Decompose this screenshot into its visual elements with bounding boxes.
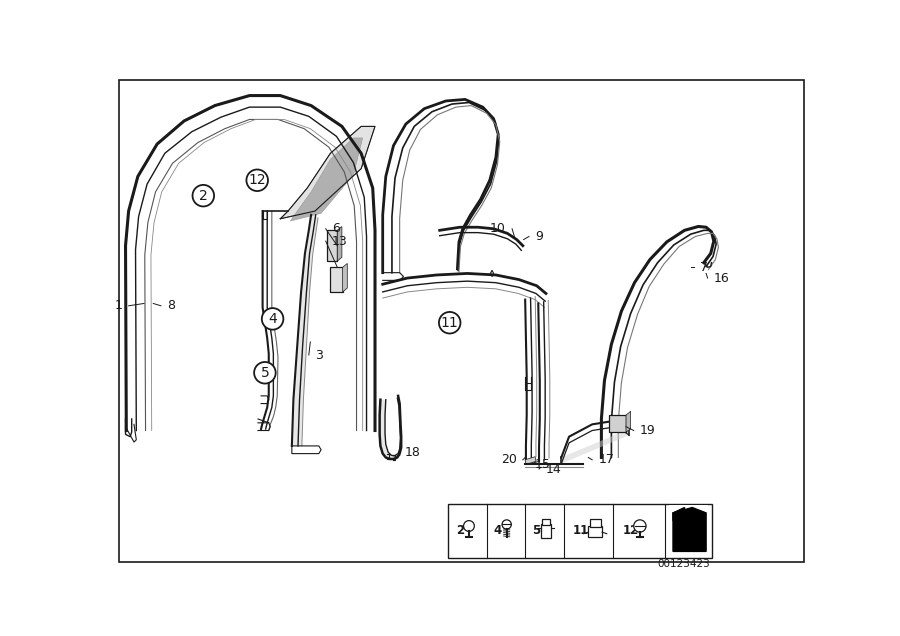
Text: 17: 17 <box>598 453 614 466</box>
Polygon shape <box>526 457 536 464</box>
Text: 16: 16 <box>714 272 730 284</box>
Text: 9: 9 <box>536 230 543 243</box>
Text: 5: 5 <box>532 524 540 537</box>
Polygon shape <box>673 508 685 521</box>
Polygon shape <box>280 127 375 219</box>
Bar <box>448 504 712 558</box>
Circle shape <box>247 169 268 191</box>
Polygon shape <box>380 396 401 459</box>
Text: 14: 14 <box>545 462 561 476</box>
Text: 18: 18 <box>404 446 420 459</box>
Circle shape <box>254 362 275 384</box>
Text: 3: 3 <box>315 349 323 361</box>
Text: 2: 2 <box>456 524 464 537</box>
Bar <box>542 519 550 525</box>
Bar <box>590 519 600 527</box>
Circle shape <box>262 308 284 329</box>
Polygon shape <box>291 138 363 221</box>
Polygon shape <box>292 215 318 446</box>
Polygon shape <box>562 429 629 464</box>
Text: 19: 19 <box>640 424 655 437</box>
Bar <box>330 267 343 292</box>
Text: 1: 1 <box>114 300 122 312</box>
Bar <box>669 505 707 556</box>
Text: 12: 12 <box>623 524 639 537</box>
Polygon shape <box>338 226 342 261</box>
Bar <box>541 525 552 538</box>
Text: 2: 2 <box>199 189 208 203</box>
Text: 15: 15 <box>535 458 550 471</box>
Circle shape <box>439 312 461 333</box>
Text: 12: 12 <box>248 173 266 187</box>
Circle shape <box>193 185 214 207</box>
Bar <box>327 230 338 261</box>
Circle shape <box>634 520 646 532</box>
Text: 4: 4 <box>493 524 502 537</box>
Text: 8: 8 <box>167 300 176 312</box>
Text: 6: 6 <box>332 222 340 235</box>
Text: 00123423: 00123423 <box>657 559 710 569</box>
Text: 7: 7 <box>700 261 708 273</box>
Polygon shape <box>609 415 626 432</box>
Text: 10: 10 <box>490 222 506 235</box>
Text: 4: 4 <box>268 312 277 326</box>
Polygon shape <box>343 263 347 292</box>
Text: 20: 20 <box>500 453 517 466</box>
Bar <box>589 526 602 537</box>
Text: 5: 5 <box>260 366 269 380</box>
Text: 11: 11 <box>573 524 590 537</box>
Circle shape <box>502 520 511 529</box>
Polygon shape <box>626 411 631 432</box>
Polygon shape <box>673 508 707 551</box>
Text: 13: 13 <box>332 235 347 247</box>
Circle shape <box>464 521 474 532</box>
Text: 11: 11 <box>441 315 459 329</box>
